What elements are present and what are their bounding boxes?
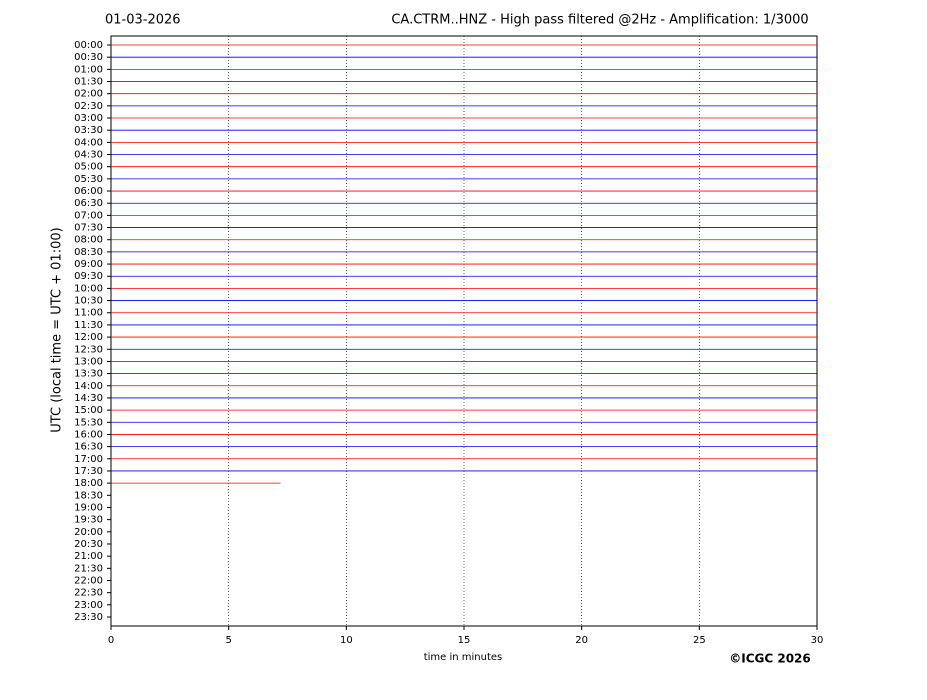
date: 01-03-2026 <box>105 13 181 28</box>
y-tick-label: 21:30 <box>74 563 103 574</box>
y-tick-label: 04:00 <box>74 137 103 148</box>
y-tick-label: 15:30 <box>74 417 103 428</box>
y-tick-label: 22:30 <box>74 588 103 599</box>
y-tick-label: 17:00 <box>74 454 103 465</box>
y-tick-label: 07:00 <box>74 210 103 221</box>
y-tick-label: 05:30 <box>74 174 103 185</box>
y-tick-label: 23:30 <box>74 612 103 623</box>
y-tick-label: 19:00 <box>74 502 103 513</box>
y-tick-label: 13:00 <box>74 356 103 367</box>
y-tick-label: 02:30 <box>74 101 103 112</box>
x-tick-label: 15 <box>458 635 471 646</box>
y-tick-label: 18:30 <box>74 490 103 501</box>
y-tick-label: 18:00 <box>74 478 103 489</box>
y-tick-label: 00:30 <box>74 52 103 63</box>
y-tick-label: 12:00 <box>74 332 103 343</box>
x-tick-label: 10 <box>340 635 353 646</box>
y-tick-label: 20:30 <box>74 539 103 550</box>
y-tick-label: 16:30 <box>74 442 103 453</box>
y-tick-label: 08:30 <box>74 247 103 258</box>
y-tick-label: 04:30 <box>74 150 103 161</box>
y-axis-label: UTC (local time = UTC + 01:00) <box>50 227 65 432</box>
y-tick-label: 13:30 <box>74 369 103 380</box>
y-tick-label: 00:00 <box>74 40 103 51</box>
y-tick-label: 12:30 <box>74 344 103 355</box>
y-tick-label: 03:00 <box>74 113 103 124</box>
x-tick-label: 5 <box>225 635 231 646</box>
y-tick-label: 01:00 <box>74 64 103 75</box>
x-tick-label: 0 <box>108 635 114 646</box>
y-tick-label: 23:00 <box>74 600 103 611</box>
y-tick-label: 10:00 <box>74 283 103 294</box>
y-tick-label: 22:00 <box>74 575 103 586</box>
y-tick-label: 09:30 <box>74 271 103 282</box>
y-tick-label: 14:00 <box>74 381 103 392</box>
y-tick-label: 02:00 <box>74 89 103 100</box>
y-tick-label: 08:00 <box>74 235 103 246</box>
y-tick-label: 11:00 <box>74 308 103 319</box>
y-tick-label: 14:30 <box>74 393 103 404</box>
x-tick-label: 30 <box>811 635 824 646</box>
x-tick-label: 25 <box>693 635 706 646</box>
y-tick-label: 06:00 <box>74 186 103 197</box>
y-tick-label: 06:30 <box>74 198 103 209</box>
y-tick-label: 10:30 <box>74 296 103 307</box>
y-tick-label: 21:00 <box>74 551 103 562</box>
y-tick-label: 19:30 <box>74 515 103 526</box>
x-tick-label: 20 <box>575 635 588 646</box>
y-tick-label: 16:00 <box>74 429 103 440</box>
y-tick-label: 03:30 <box>74 125 103 136</box>
x-axis-label: time in minutes <box>424 652 503 663</box>
y-tick-label: 11:30 <box>74 320 103 331</box>
y-tick-label: 05:00 <box>74 162 103 173</box>
y-tick-label: 17:30 <box>74 466 103 477</box>
y-tick-label: 15:00 <box>74 405 103 416</box>
chart-title: CA.CTRM..HNZ - High pass filtered @2Hz -… <box>391 13 808 28</box>
y-tick-label: 20:00 <box>74 527 103 538</box>
y-tick-label: 09:00 <box>74 259 103 270</box>
credit: ©ICGC 2026 <box>729 652 811 666</box>
y-tick-label: 01:30 <box>74 77 103 88</box>
y-tick-label: 07:30 <box>74 223 103 234</box>
